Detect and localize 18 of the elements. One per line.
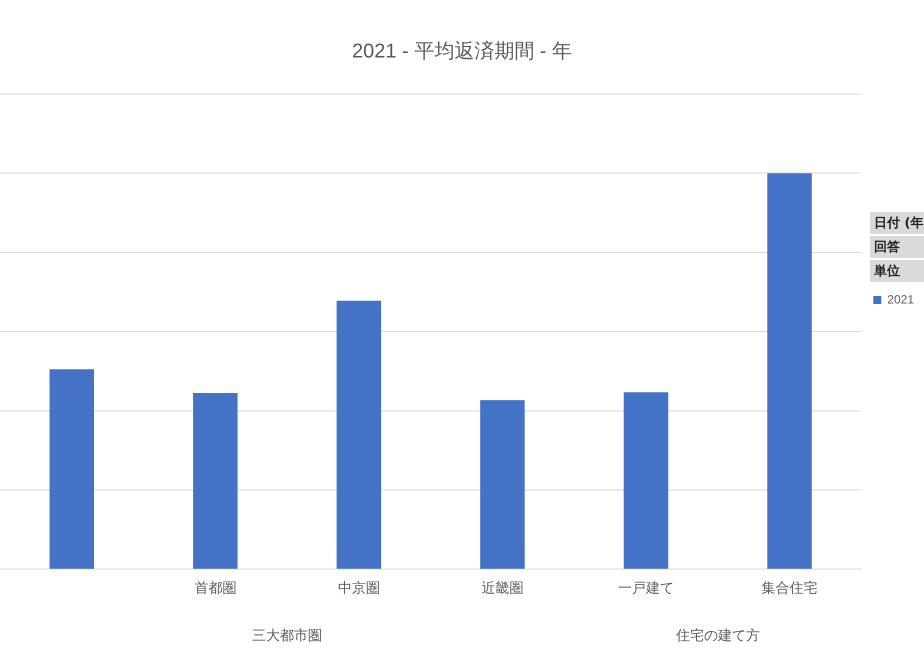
x-tick-label: 集合住宅 [762,579,818,596]
x-tick-label: 首都圏 [194,579,236,596]
bar [50,369,94,569]
text: 日付 (年 [870,212,924,236]
bar [767,173,812,569]
legend-label: 2021 [887,292,914,306]
text: 三大都市圏 [252,628,322,644]
bar [480,400,525,569]
x-tick-label: 中京圏 [338,579,380,596]
chart-title: 2021 - 平均返済期間 - 年 [352,40,572,63]
bar [336,300,382,569]
text: 住宅の建て方 [674,628,760,644]
text: 回答 [870,236,924,260]
bar [193,392,238,569]
text: 単位 [870,260,924,284]
x-tick-label: 一戸建て [618,579,674,596]
bar [624,392,668,569]
x-tick-label: 近畿圏 [481,579,524,596]
